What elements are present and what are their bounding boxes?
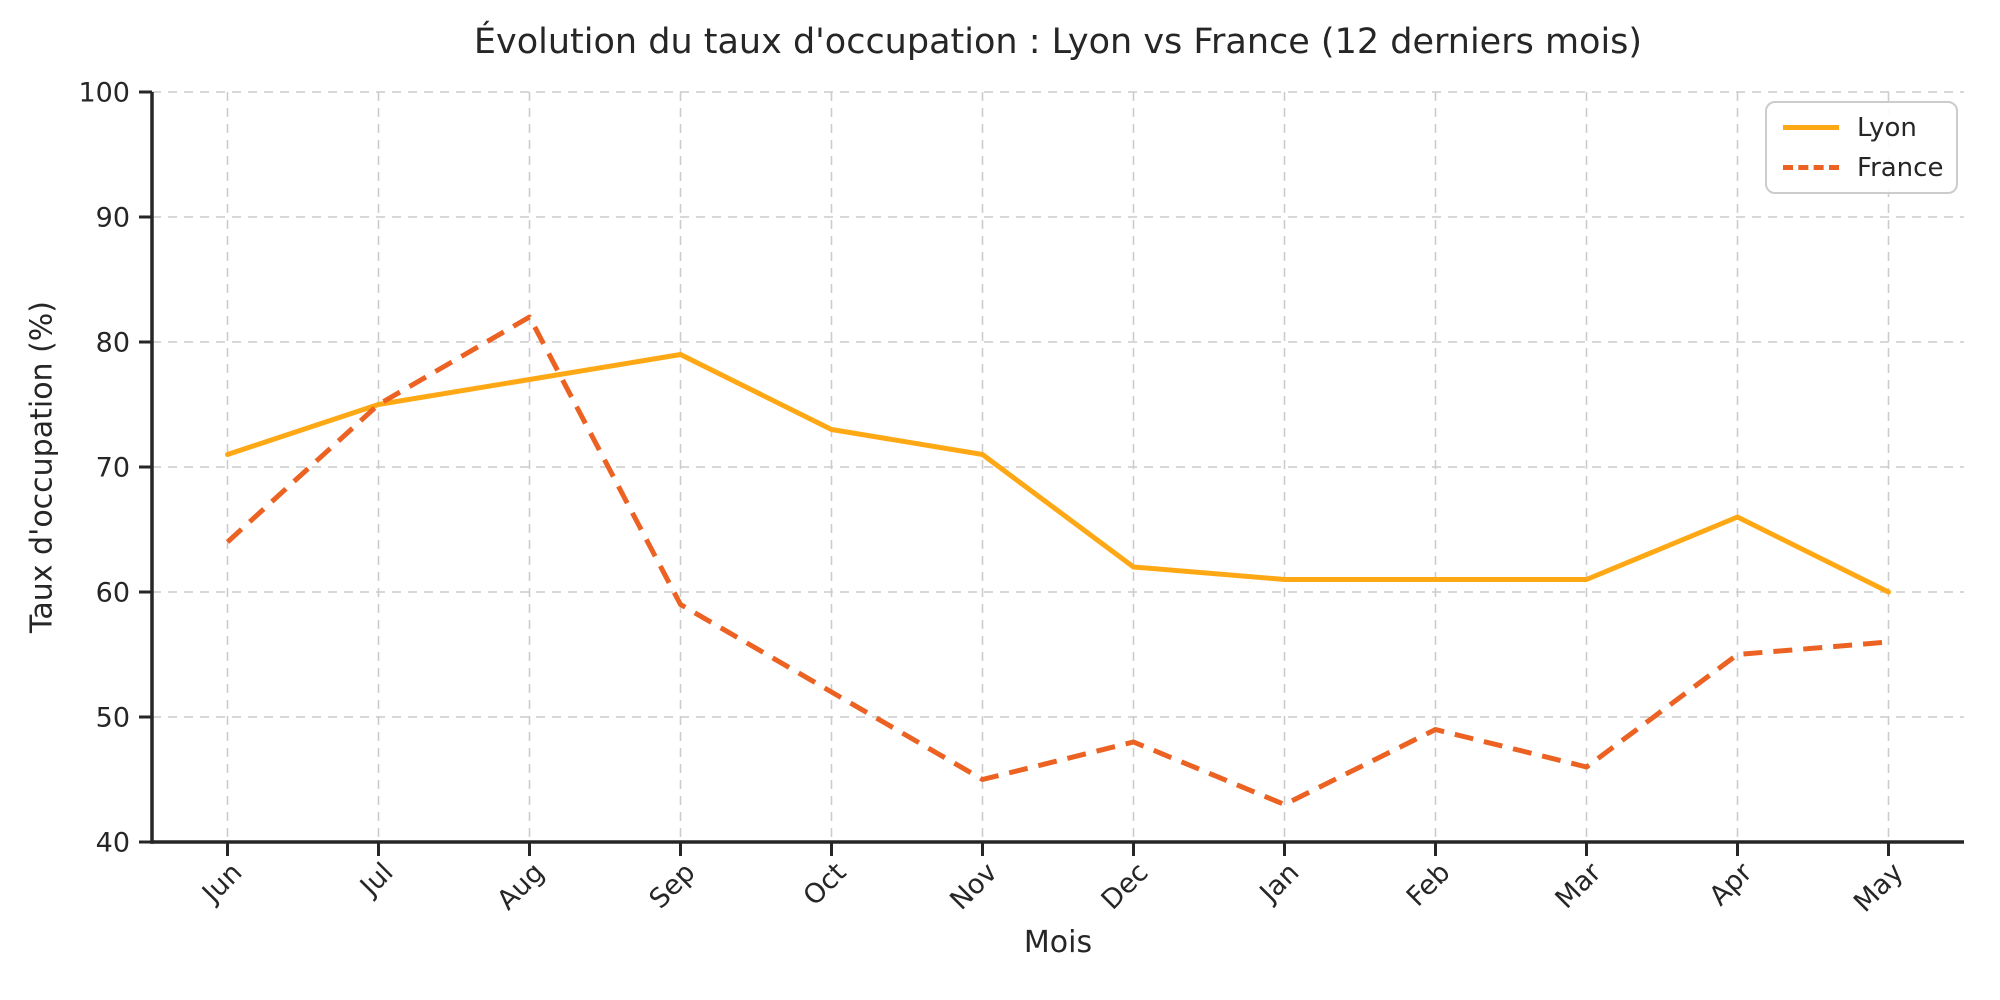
y-tick-label: 100 (78, 78, 130, 109)
x-tick-label: Sep (644, 857, 702, 915)
chart-title: Évolution du taux d'occupation : Lyon vs… (473, 22, 1643, 62)
legend: Lyon France (1765, 101, 1958, 194)
y-tick-label: 50 (96, 703, 130, 734)
legend-label: Lyon (1857, 112, 1917, 143)
france-series-line (225, 314, 1889, 807)
x-tick-label: May (1848, 857, 1909, 918)
legend-item-france: France (1783, 152, 1944, 183)
y-tick-label: 80 (96, 328, 130, 359)
lyon-series-line (225, 352, 1891, 595)
x-tick-label: Jun (195, 857, 248, 910)
y-tick-label: 60 (96, 578, 130, 609)
x-tick-label: Nov (944, 857, 1003, 916)
x-tick-label: Jul (353, 857, 399, 903)
x-tick-label: Dec (1096, 857, 1155, 916)
x-axis-label: Mois (1023, 925, 1093, 960)
x-tick-label: Apr (1703, 856, 1759, 912)
legend-item-lyon: Lyon (1783, 115, 1940, 141)
y-axis-label: Taux d'occupation (%) (24, 300, 60, 634)
legend-label: France (1857, 152, 1944, 183)
x-tick-label: Aug (491, 857, 550, 916)
x-tick-labels: Jun Jul Aug Sep Oct Nov Dec Jan Feb Mar Apr May (195, 856, 1909, 918)
tick-marks (139, 90, 1890, 856)
y-tick-labels: 40 50 60 70 80 90 100 (78, 78, 130, 859)
lyon-line-sample (1783, 125, 1839, 130)
x-tick-label: Oct (798, 857, 853, 912)
gridlines (152, 91, 1964, 842)
x-tick-label: Mar (1550, 856, 1609, 915)
axis-spines (150, 92, 1964, 844)
y-tick-label: 90 (96, 203, 130, 234)
x-tick-label: Feb (1401, 857, 1457, 913)
france-line-sample (1783, 165, 1839, 170)
y-tick-label: 70 (96, 453, 130, 484)
y-tick-label: 40 (96, 828, 130, 859)
x-tick-label: Jan (1253, 857, 1306, 910)
